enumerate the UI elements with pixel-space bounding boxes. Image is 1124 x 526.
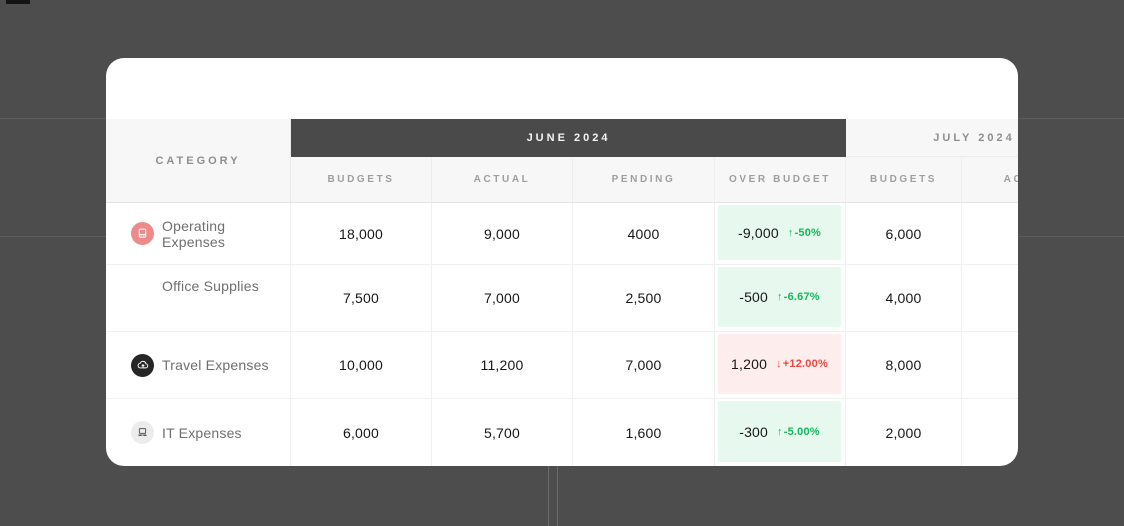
table-row: Operating Expenses 18,000 9,000 4000 -9,… [106, 203, 1018, 265]
over-budget-badge: -300 ↑ -5.00% [718, 401, 841, 462]
june-actual-column-header: ACTUAL [432, 157, 573, 203]
background-column-divider [548, 465, 549, 526]
july-budgets-cell: 8,000 [846, 332, 962, 399]
july-actual-cell [962, 265, 1018, 332]
over-budget-value: 1,200 [731, 356, 768, 372]
category-cell: Operating Expenses [106, 203, 291, 265]
over-budget-badge: -500 ↑ -6.67% [718, 267, 841, 327]
budget-table: CATEGORY JUNE 2024 JULY 2024 BUDGETS ACT… [106, 119, 1018, 466]
june-pending-cell: 2,500 [573, 265, 715, 332]
table-header: CATEGORY JUNE 2024 JULY 2024 BUDGETS ACT… [106, 119, 1018, 203]
june-over-budget-cell: -300 ↑ -5.00% [715, 399, 846, 466]
category-header-label: CATEGORY [155, 154, 241, 167]
category-cell: IT Expenses [106, 399, 291, 466]
june-pending-cell: 4000 [573, 203, 715, 265]
trend-up-icon: ↑ [777, 425, 783, 438]
cloud-upload-icon [131, 353, 154, 377]
june-budgets-column-header: BUDGETS [291, 157, 432, 203]
june-actual-cell: 11,200 [432, 332, 573, 399]
category-label: Travel Expenses [162, 357, 269, 373]
trend-up-icon: ↑ [787, 226, 794, 239]
background-topbar-fragment [6, 0, 30, 4]
category-label: Office Supplies [162, 278, 259, 294]
category-label: IT Expenses [162, 424, 242, 441]
budget-table-scroll-area[interactable]: CATEGORY JUNE 2024 JULY 2024 BUDGETS ACT… [106, 119, 1018, 466]
over-budget-change: ↑ -50% [787, 226, 822, 239]
over-budget-change: ↓ +12.00% [776, 358, 828, 370]
trend-up-icon: ↑ [777, 291, 783, 303]
july-budgets-column-header: BUDGETS [846, 157, 962, 203]
july-actual-cell [962, 399, 1018, 466]
over-budget-change: ↑ -6.67% [777, 291, 820, 303]
table-row: IT Expenses 6,000 5,700 1,600 -300 ↑ -5.0… [106, 399, 1018, 466]
over-budget-value: -9,000 [737, 224, 779, 241]
category-column-header: CATEGORY [106, 119, 291, 203]
june-over-budget-cell: -500 ↑ -6.67% [715, 265, 846, 332]
june-pending-cell: 1,600 [573, 399, 715, 466]
june-budgets-cell: 6,000 [291, 399, 432, 466]
bus-icon [131, 222, 154, 245]
july-budgets-cell: 6,000 [846, 203, 962, 265]
over-budget-change: ↑ -5.00% [777, 425, 820, 438]
july-2024-label: JULY 2024 [933, 131, 1015, 144]
background-column-divider [557, 465, 558, 526]
july-actual-cell [962, 332, 1018, 399]
trend-down-icon: ↓ [776, 358, 782, 370]
table-row: Office Supplies 7,500 7,000 2,500 -500 ↑… [106, 265, 1018, 332]
july-actual-column-header: ACTUAL [962, 157, 1018, 203]
laptop-icon [131, 421, 154, 444]
july-actual-cell [962, 203, 1018, 265]
june-pending-cell: 7,000 [573, 332, 715, 399]
category-label: Operating Expenses [162, 217, 226, 250]
table-row: Travel Expenses 10,000 11,200 7,000 1,20… [106, 332, 1018, 399]
june-budgets-cell: 10,000 [291, 332, 432, 399]
over-budget-value: -300 [739, 423, 769, 440]
over-budget-badge: -9,000 ↑ -50% [718, 205, 841, 260]
july-budgets-cell: 2,000 [846, 399, 962, 466]
june-actual-cell: 7,000 [432, 265, 573, 332]
category-cell: Travel Expenses [106, 332, 291, 399]
budget-table-modal: CATEGORY JUNE 2024 JULY 2024 BUDGETS ACT… [106, 58, 1018, 466]
june-pending-column-header: PENDING [573, 157, 715, 203]
june-over-budget-column-header: OVER BUDGET [715, 157, 846, 203]
over-budget-value: -500 [739, 289, 769, 305]
june-2024-group-header: JUNE 2024 [291, 119, 846, 157]
june-actual-cell: 9,000 [432, 203, 573, 265]
june-budgets-cell: 7,500 [291, 265, 432, 332]
june-actual-cell: 5,700 [432, 399, 573, 466]
june-over-budget-cell: -9,000 ↑ -50% [715, 203, 846, 265]
july-2024-group-header: JULY 2024 [846, 119, 1018, 157]
july-budgets-cell: 4,000 [846, 265, 962, 332]
june-over-budget-cell: 1,200 ↓ +12.00% [715, 332, 846, 399]
june-2024-label: JUNE 2024 [526, 132, 611, 144]
category-cell: Office Supplies [106, 265, 291, 332]
june-budgets-cell: 18,000 [291, 203, 432, 265]
over-budget-badge: 1,200 ↓ +12.00% [718, 334, 841, 394]
